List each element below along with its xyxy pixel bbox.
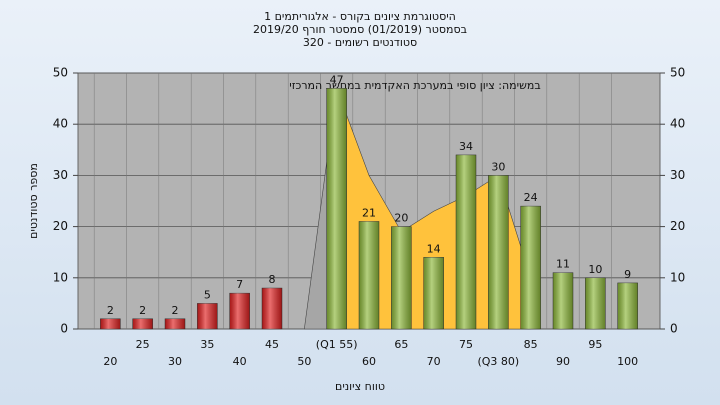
bar-shade [553,272,573,329]
data-label: 24 [524,191,538,204]
x-tick-label: 45 [265,338,279,351]
y-tick-label: 10 [53,270,68,284]
x-tick-label: 20 [103,355,117,368]
x-tick-label: (Q3 80) [477,355,519,368]
x-tick-label: 90 [556,355,570,368]
y2-tick-label: 50 [670,66,685,80]
bar-shade [391,226,412,329]
data-label: 7 [236,278,243,291]
x-tick-label: 95 [588,338,602,351]
x-tick-label: 30 [168,355,182,368]
y2-tick-label: 0 [670,322,678,336]
data-label: 30 [491,160,505,173]
x-tick-label: 70 [427,355,441,368]
bar-shade [262,288,282,329]
bar-shade [326,88,347,329]
data-label: 20 [394,212,408,225]
y-tick-label: 20 [53,219,68,233]
bar-shade [488,175,509,329]
x-tick-label: 85 [524,338,538,351]
data-label: 8 [269,273,276,286]
y2-tick-label: 10 [670,270,685,284]
y2-tick-label: 20 [670,219,685,233]
bar-shade [617,282,638,329]
chart-title: היסטוגרמת ציונים בקורס - אלגוריתמים 1 [264,10,456,23]
data-label: 5 [204,288,211,301]
y2-tick-label: 40 [670,117,685,131]
y-tick-label: 40 [53,117,68,131]
x-tick-label: (Q1 55) [316,338,358,351]
data-label: 11 [556,258,570,271]
bar-shade [423,257,444,329]
x-axis-label: טווח ציונים [335,380,385,393]
bar-shade [585,277,606,329]
chart-subtitle: סטודנטים רשומים - 320 [303,36,417,49]
x-tick-label: 100 [617,355,638,368]
data-label: 2 [139,304,146,317]
y-tick-label: 0 [60,322,68,336]
bar-shade [165,318,185,329]
x-tick-label: 25 [136,338,150,351]
chart-subtitle: בסמסטר (01/2019) סמסטר חורף 2019/20 [253,23,467,36]
x-tick-label: 75 [459,338,473,351]
data-label: 34 [459,140,473,153]
x-tick-label: 60 [362,355,376,368]
data-label: 14 [427,242,441,255]
x-tick-label: 65 [394,338,408,351]
data-label: 47 [330,73,344,86]
bar-shade [359,221,379,329]
x-tick-label: 35 [200,338,214,351]
data-label: 2 [107,304,114,317]
bar-shade [100,318,121,329]
bar-shade [520,206,541,329]
bar-shade [132,318,153,329]
annotation: במשימה: ציון סופי במערכת האקדמית במחשב ה… [289,79,540,92]
x-tick-label: 50 [297,355,311,368]
y-tick-label: 50 [53,66,68,80]
bar-shade [456,154,476,329]
data-label: 2 [172,304,179,317]
bar-shade [229,293,250,329]
y2-tick-label: 30 [670,168,685,182]
data-label: 9 [624,268,631,281]
y-axis-label: מספר סטודנטים [27,163,40,239]
data-label: 21 [362,206,376,219]
bar-shade [197,303,218,329]
y-tick-label: 30 [53,168,68,182]
data-label: 10 [588,263,602,276]
x-tick-label: 40 [233,355,247,368]
